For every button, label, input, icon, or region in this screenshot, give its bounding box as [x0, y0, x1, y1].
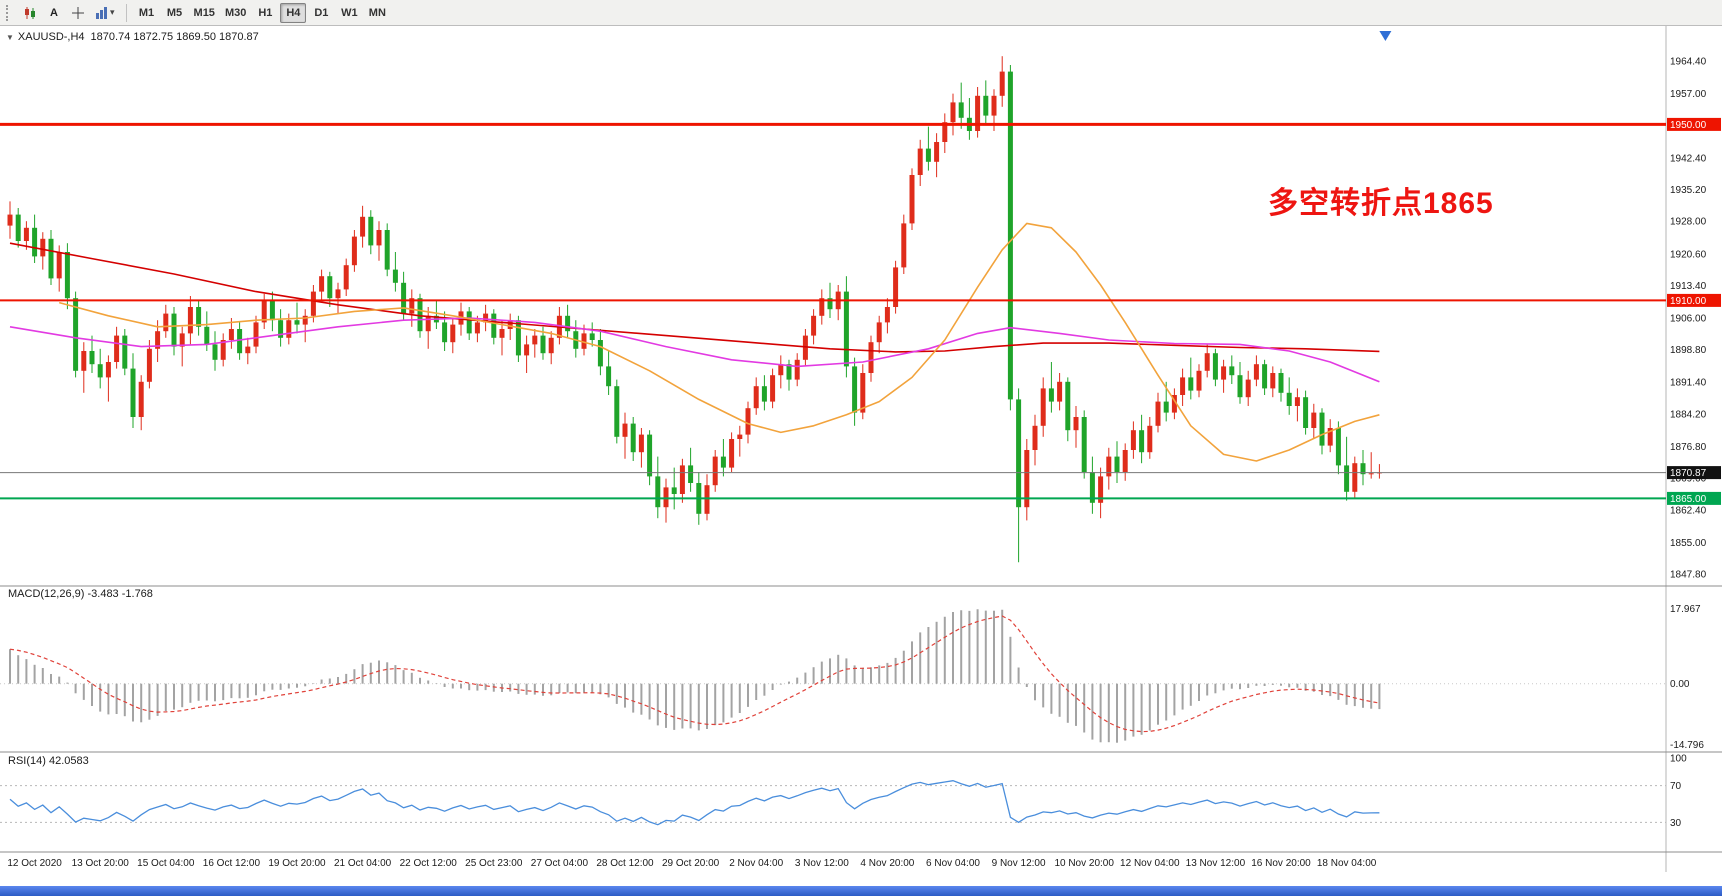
macd-histogram	[9, 609, 1381, 743]
chart-area[interactable]: 1964.401957.001949.801942.401935.201928.…	[0, 26, 1722, 886]
svg-text:-14.796: -14.796	[1670, 740, 1704, 751]
svg-text:4 Nov 20:00: 4 Nov 20:00	[860, 858, 914, 869]
timeframe-button-m30[interactable]: M30	[221, 3, 250, 23]
svg-text:100: 100	[1670, 754, 1687, 765]
svg-text:1898.80: 1898.80	[1670, 345, 1707, 356]
svg-text:19 Oct 20:00: 19 Oct 20:00	[268, 858, 326, 869]
svg-text:1920.60: 1920.60	[1670, 249, 1707, 260]
macd-values: -3.483 -1.768	[87, 588, 153, 600]
svg-text:13 Oct 20:00: 13 Oct 20:00	[72, 858, 130, 869]
svg-text:1891.40: 1891.40	[1670, 378, 1707, 389]
svg-text:1906.00: 1906.00	[1670, 314, 1707, 325]
svg-text:22 Oct 12:00: 22 Oct 12:00	[400, 858, 458, 869]
timeframe-button-h4[interactable]: H4	[280, 2, 307, 23]
timeframe-button-m5[interactable]: M5	[162, 3, 188, 23]
macd-indicator-label: MACD(12,26,9) -3.483 -1.768	[8, 588, 153, 600]
svg-text:21 Oct 04:00: 21 Oct 04:00	[334, 858, 392, 869]
ohlc-values: 1870.74 1872.75 1869.50 1870.87	[90, 31, 259, 43]
svg-text:1855.00: 1855.00	[1670, 538, 1707, 549]
svg-text:28 Oct 12:00: 28 Oct 12:00	[596, 858, 654, 869]
svg-text:1957.00: 1957.00	[1670, 89, 1707, 100]
timeframe-button-h1[interactable]: H1	[252, 3, 278, 23]
macd-name: MACD(12,26,9)	[8, 588, 85, 600]
indicator-bars-icon	[96, 7, 107, 19]
chart-canvas[interactable]: 1964.401957.001949.801942.401935.201928.…	[0, 26, 1722, 886]
svg-text:9 Nov 12:00: 9 Nov 12:00	[992, 858, 1046, 869]
svg-text:1862.40: 1862.40	[1670, 505, 1707, 516]
timeframe-button-w1[interactable]: W1	[336, 3, 362, 23]
ma-magenta-mid[interactable]	[9, 317, 1380, 383]
svg-text:16 Oct 12:00: 16 Oct 12:00	[203, 858, 261, 869]
crosshair-tool-button[interactable]	[67, 3, 89, 23]
taskbar-strip	[0, 886, 1722, 896]
ma-orange-fast[interactable]	[58, 222, 1380, 462]
current-price-label	[1667, 466, 1721, 480]
svg-text:1910.00: 1910.00	[1670, 296, 1707, 307]
macd-signal-line	[9, 615, 1380, 733]
svg-text:25 Oct 23:00: 25 Oct 23:00	[465, 858, 523, 869]
scroll-marker-icon[interactable]	[1379, 31, 1392, 41]
time-axis[interactable]: 12 Oct 2020 13 Oct 20:00 15 Oct 04:00 16 Oc…	[7, 858, 1376, 869]
svg-text:18 Nov 04:00: 18 Nov 04:00	[1317, 858, 1377, 869]
svg-text:1942.40: 1942.40	[1670, 153, 1707, 164]
svg-text:13 Nov 12:00: 13 Nov 12:00	[1186, 858, 1246, 869]
chart-title: ▼ XAUUSD-,H4 1870.74 1872.75 1869.50 1870.…	[6, 31, 259, 43]
svg-text:27 Oct 04:00: 27 Oct 04:00	[531, 858, 589, 869]
candlestick-series	[7, 56, 1382, 563]
svg-text:29 Oct 20:00: 29 Oct 20:00	[662, 858, 720, 869]
svg-text:1870.87: 1870.87	[1670, 468, 1707, 479]
svg-text:2 Nov 04:00: 2 Nov 04:00	[729, 858, 783, 869]
timeframe-button-m1[interactable]: M1	[134, 3, 160, 23]
text-tool-button[interactable]: A	[43, 3, 65, 23]
rsi-line	[9, 780, 1380, 826]
level-price-label	[1667, 491, 1721, 505]
svg-text:1928.00: 1928.00	[1670, 217, 1707, 228]
svg-text:16 Nov 20:00: 16 Nov 20:00	[1251, 858, 1311, 869]
svg-text:1876.80: 1876.80	[1670, 442, 1707, 453]
svg-text:70: 70	[1670, 781, 1682, 792]
timeframe-button-mn[interactable]: MN	[364, 3, 390, 23]
rsi-value: 42.0583	[48, 755, 89, 767]
svg-text:1935.20: 1935.20	[1670, 185, 1707, 196]
svg-text:12 Oct 2020: 12 Oct 2020	[7, 858, 62, 869]
svg-text:15 Oct 04:00: 15 Oct 04:00	[137, 858, 195, 869]
rsi-indicator-label: RSI(14) 42.0583	[8, 755, 89, 767]
svg-text:17.967: 17.967	[1670, 604, 1701, 615]
svg-text:1950.00: 1950.00	[1670, 120, 1707, 131]
svg-text:0.00: 0.00	[1670, 679, 1690, 690]
chart-dropdown-icon[interactable]: ▼	[6, 33, 14, 42]
svg-text:1865.00: 1865.00	[1670, 494, 1707, 505]
level-price-label	[1667, 117, 1721, 131]
indicators-dropdown-button[interactable]: ▾	[91, 3, 119, 23]
svg-text:1964.40: 1964.40	[1670, 57, 1707, 68]
ma-red-slow[interactable]	[9, 242, 1380, 353]
toolbar-separator	[125, 3, 127, 22]
annotation-text: 多空转折点1865	[1268, 187, 1494, 220]
level-price-label	[1667, 293, 1721, 307]
timeframe-button-d1[interactable]: D1	[308, 3, 334, 23]
svg-text:1847.80: 1847.80	[1670, 570, 1707, 581]
svg-text:1869.60: 1869.60	[1670, 474, 1707, 485]
crosshair-icon	[72, 6, 84, 19]
svg-text:1913.40: 1913.40	[1670, 281, 1707, 292]
svg-text:1884.20: 1884.20	[1670, 409, 1707, 420]
svg-text:30: 30	[1670, 818, 1682, 829]
toolbar: A ▾ M1 M5 M15 M30 H1 H4 D1 W1 MN	[0, 0, 1722, 26]
toolbar-grip[interactable]	[6, 4, 13, 21]
svg-text:6 Nov 04:00: 6 Nov 04:00	[926, 858, 980, 869]
svg-text:12 Nov 04:00: 12 Nov 04:00	[1120, 858, 1180, 869]
rsi-name: RSI(14)	[8, 755, 46, 767]
symbol-timeframe-label: XAUUSD-,H4	[17, 31, 85, 43]
candlestick-icon	[25, 6, 35, 19]
svg-text:3 Nov 12:00: 3 Nov 12:00	[795, 858, 849, 869]
chevron-down-icon: ▾	[110, 7, 115, 17]
chart-tool-button[interactable]	[19, 3, 41, 23]
svg-text:10 Nov 20:00: 10 Nov 20:00	[1054, 858, 1114, 869]
text-tool-label: A	[50, 6, 58, 19]
timeframe-button-m15[interactable]: M15	[190, 3, 219, 23]
